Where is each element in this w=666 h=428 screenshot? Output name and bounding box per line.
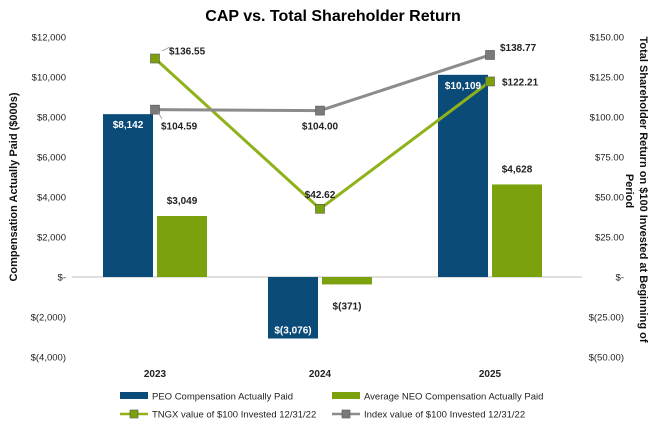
neo-cap-bar: [157, 216, 207, 277]
tngx-point-label: $122.21: [502, 77, 539, 88]
x-category-label: 2023: [144, 369, 167, 380]
tngx-point-label: $42.62: [305, 190, 336, 201]
bars: [103, 74, 542, 339]
index-leader-line: [157, 111, 163, 120]
index-point-label: $104.59: [161, 122, 198, 133]
data-labels: $8,142 $(3,076) $10,109 $3,049 $(371) $4,628 $…: [113, 43, 539, 337]
y2-tick-label: $125.00: [590, 73, 624, 84]
y2-tick-label: $-: [616, 273, 624, 284]
index-marker: [150, 104, 160, 115]
peo-cap-bar-label: $(3,076): [274, 326, 311, 337]
neo-cap-bar-label: $(371): [333, 301, 362, 312]
legend-neo-swatch: [332, 392, 360, 399]
y2-tick-label: $(25.00): [589, 313, 624, 324]
peo-cap-bar: [103, 114, 153, 277]
tngx-marker: [485, 76, 495, 87]
legend-index-label: Index value of $100 Invested 12/31/22: [364, 410, 525, 421]
peo-cap-bar-label: $8,142: [113, 120, 144, 131]
peo-cap-bar-label: $10,109: [445, 81, 482, 92]
index-marker: [485, 50, 495, 60]
y-tick-label: $6,000: [37, 153, 66, 164]
index-marker: [315, 105, 325, 116]
neo-cap-bar: [492, 184, 542, 277]
tngx-point-label: $136.55: [169, 47, 206, 58]
x-axis-categories: 2023 2024 2025: [144, 369, 502, 380]
y2-tick-label: $150.00: [590, 33, 624, 44]
neo-cap-bar-label: $4,628: [502, 164, 533, 175]
peo-cap-bar: [438, 74, 488, 277]
y-tick-label: $(2,000): [31, 313, 66, 324]
x-category-label: 2025: [479, 369, 502, 380]
tngx-marker: [315, 204, 325, 214]
y-tick-label: $(4,000): [31, 353, 66, 364]
y2-tick-label: $100.00: [590, 113, 624, 124]
index-point-label: $104.00: [302, 122, 339, 133]
y2-axis-ticks: $150.00 $125.00 $100.00 $75.00 $50.00 $25.00 $…: [589, 33, 624, 364]
chart-title: CAP vs. Total Shareholder Return: [205, 8, 460, 25]
legend-tngx-marker: [129, 409, 139, 419]
y2-axis-label-line-2: Period: [623, 174, 635, 208]
y2-axis-label-line-1: Total Shareholder Return on $100 Investe…: [637, 36, 649, 342]
legend: PEO Compensation Actually Paid Average NE…: [120, 392, 543, 421]
y-tick-label: $10,000: [32, 73, 66, 84]
y-tick-label: $4,000: [37, 193, 66, 204]
x-category-label: 2024: [309, 369, 332, 380]
y2-tick-label: $50.00: [595, 193, 624, 204]
tngx-leader-line: [161, 46, 171, 52]
y2-tick-label: $75.00: [595, 153, 624, 164]
y2-tick-label: $(50.00): [589, 353, 624, 364]
neo-cap-bar: [322, 277, 372, 285]
legend-peo-label: PEO Compensation Actually Paid: [152, 392, 293, 403]
y-tick-label: $8,000: [37, 113, 66, 124]
y-tick-label: $-: [58, 273, 66, 284]
y-axis-ticks: $12,000 $10,000 $8,000 $6,000 $4,000 $2,000 $-…: [31, 33, 66, 364]
y-axis-label: Compensation Actually Paid ($000s): [8, 92, 20, 281]
legend-tngx-label: TNGX value of $100 Invested 12/31/22: [152, 410, 316, 421]
y-tick-label: $2,000: [37, 233, 66, 244]
legend-peo-swatch: [120, 392, 148, 399]
index-point-label: $138.77: [500, 43, 537, 54]
neo-cap-bar-label: $3,049: [167, 196, 198, 207]
y2-axis-label: Total Shareholder Return on $100 Investe…: [623, 36, 649, 345]
peo-cap-bar: [268, 277, 318, 339]
y-tick-label: $12,000: [32, 33, 66, 44]
legend-neo-label: Average NEO Compensation Actually Paid: [364, 392, 543, 403]
y2-tick-label: $25.00: [595, 233, 624, 244]
tngx-marker: [150, 53, 160, 64]
legend-index-marker: [341, 409, 351, 419]
lines: [150, 46, 495, 214]
